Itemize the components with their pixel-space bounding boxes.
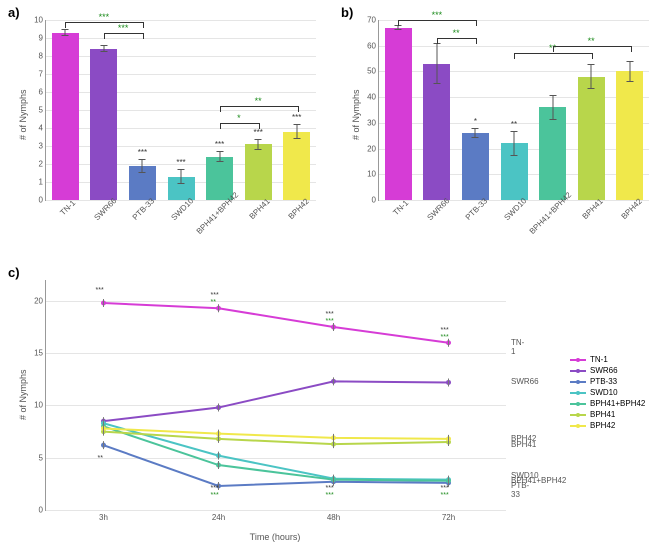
legend-c: TN-1 SWR66 PTB-33 SWD10 BPH41+BPH42 BPH41 BPH4… bbox=[570, 355, 645, 432]
legend-item: SWD10 bbox=[570, 388, 645, 397]
plot-area-c: 051015203h24h48h72h********************T… bbox=[45, 280, 506, 511]
panel-a: a) 012345678910TN-1SWR66***PTB-33***SWD1… bbox=[0, 0, 333, 255]
bar bbox=[52, 33, 79, 200]
bar bbox=[539, 107, 566, 200]
bar bbox=[423, 64, 450, 200]
legend-item: BPH41+BPH42 bbox=[570, 399, 645, 408]
bar: *** bbox=[283, 132, 310, 200]
ylabel-c: # of Nymphs bbox=[18, 369, 28, 420]
bar bbox=[616, 71, 643, 200]
legend-item: PTB-33 bbox=[570, 377, 645, 386]
plot-area-a: 012345678910TN-1SWR66***PTB-33***SWD10**… bbox=[45, 20, 316, 201]
panel-c-label: c) bbox=[8, 265, 20, 280]
bar bbox=[90, 49, 117, 200]
bar bbox=[578, 77, 605, 200]
bar: * bbox=[462, 133, 489, 200]
bar: *** bbox=[129, 166, 156, 200]
panel-b-label: b) bbox=[341, 5, 353, 20]
bar bbox=[385, 28, 412, 200]
legend-item: SWR66 bbox=[570, 366, 645, 375]
legend-item: BPH42 bbox=[570, 421, 645, 430]
ylabel-b: # of Nymphs bbox=[351, 89, 361, 140]
panel-b: b) 010203040506070TN-1SWR66*PTB-33**SWD1… bbox=[333, 0, 667, 255]
plot-area-b: 010203040506070TN-1SWR66*PTB-33**SWD10BP… bbox=[378, 20, 649, 201]
panel-c: c) 051015203h24h48h72h******************… bbox=[0, 260, 667, 550]
ylabel-a: # of Nymphs bbox=[18, 89, 28, 140]
xlabel-c: Time (hours) bbox=[45, 532, 505, 542]
panel-a-label: a) bbox=[8, 5, 20, 20]
bar: ** bbox=[501, 143, 528, 200]
bar: *** bbox=[245, 144, 272, 200]
legend-item: BPH41 bbox=[570, 410, 645, 419]
legend-item: TN-1 bbox=[570, 355, 645, 364]
